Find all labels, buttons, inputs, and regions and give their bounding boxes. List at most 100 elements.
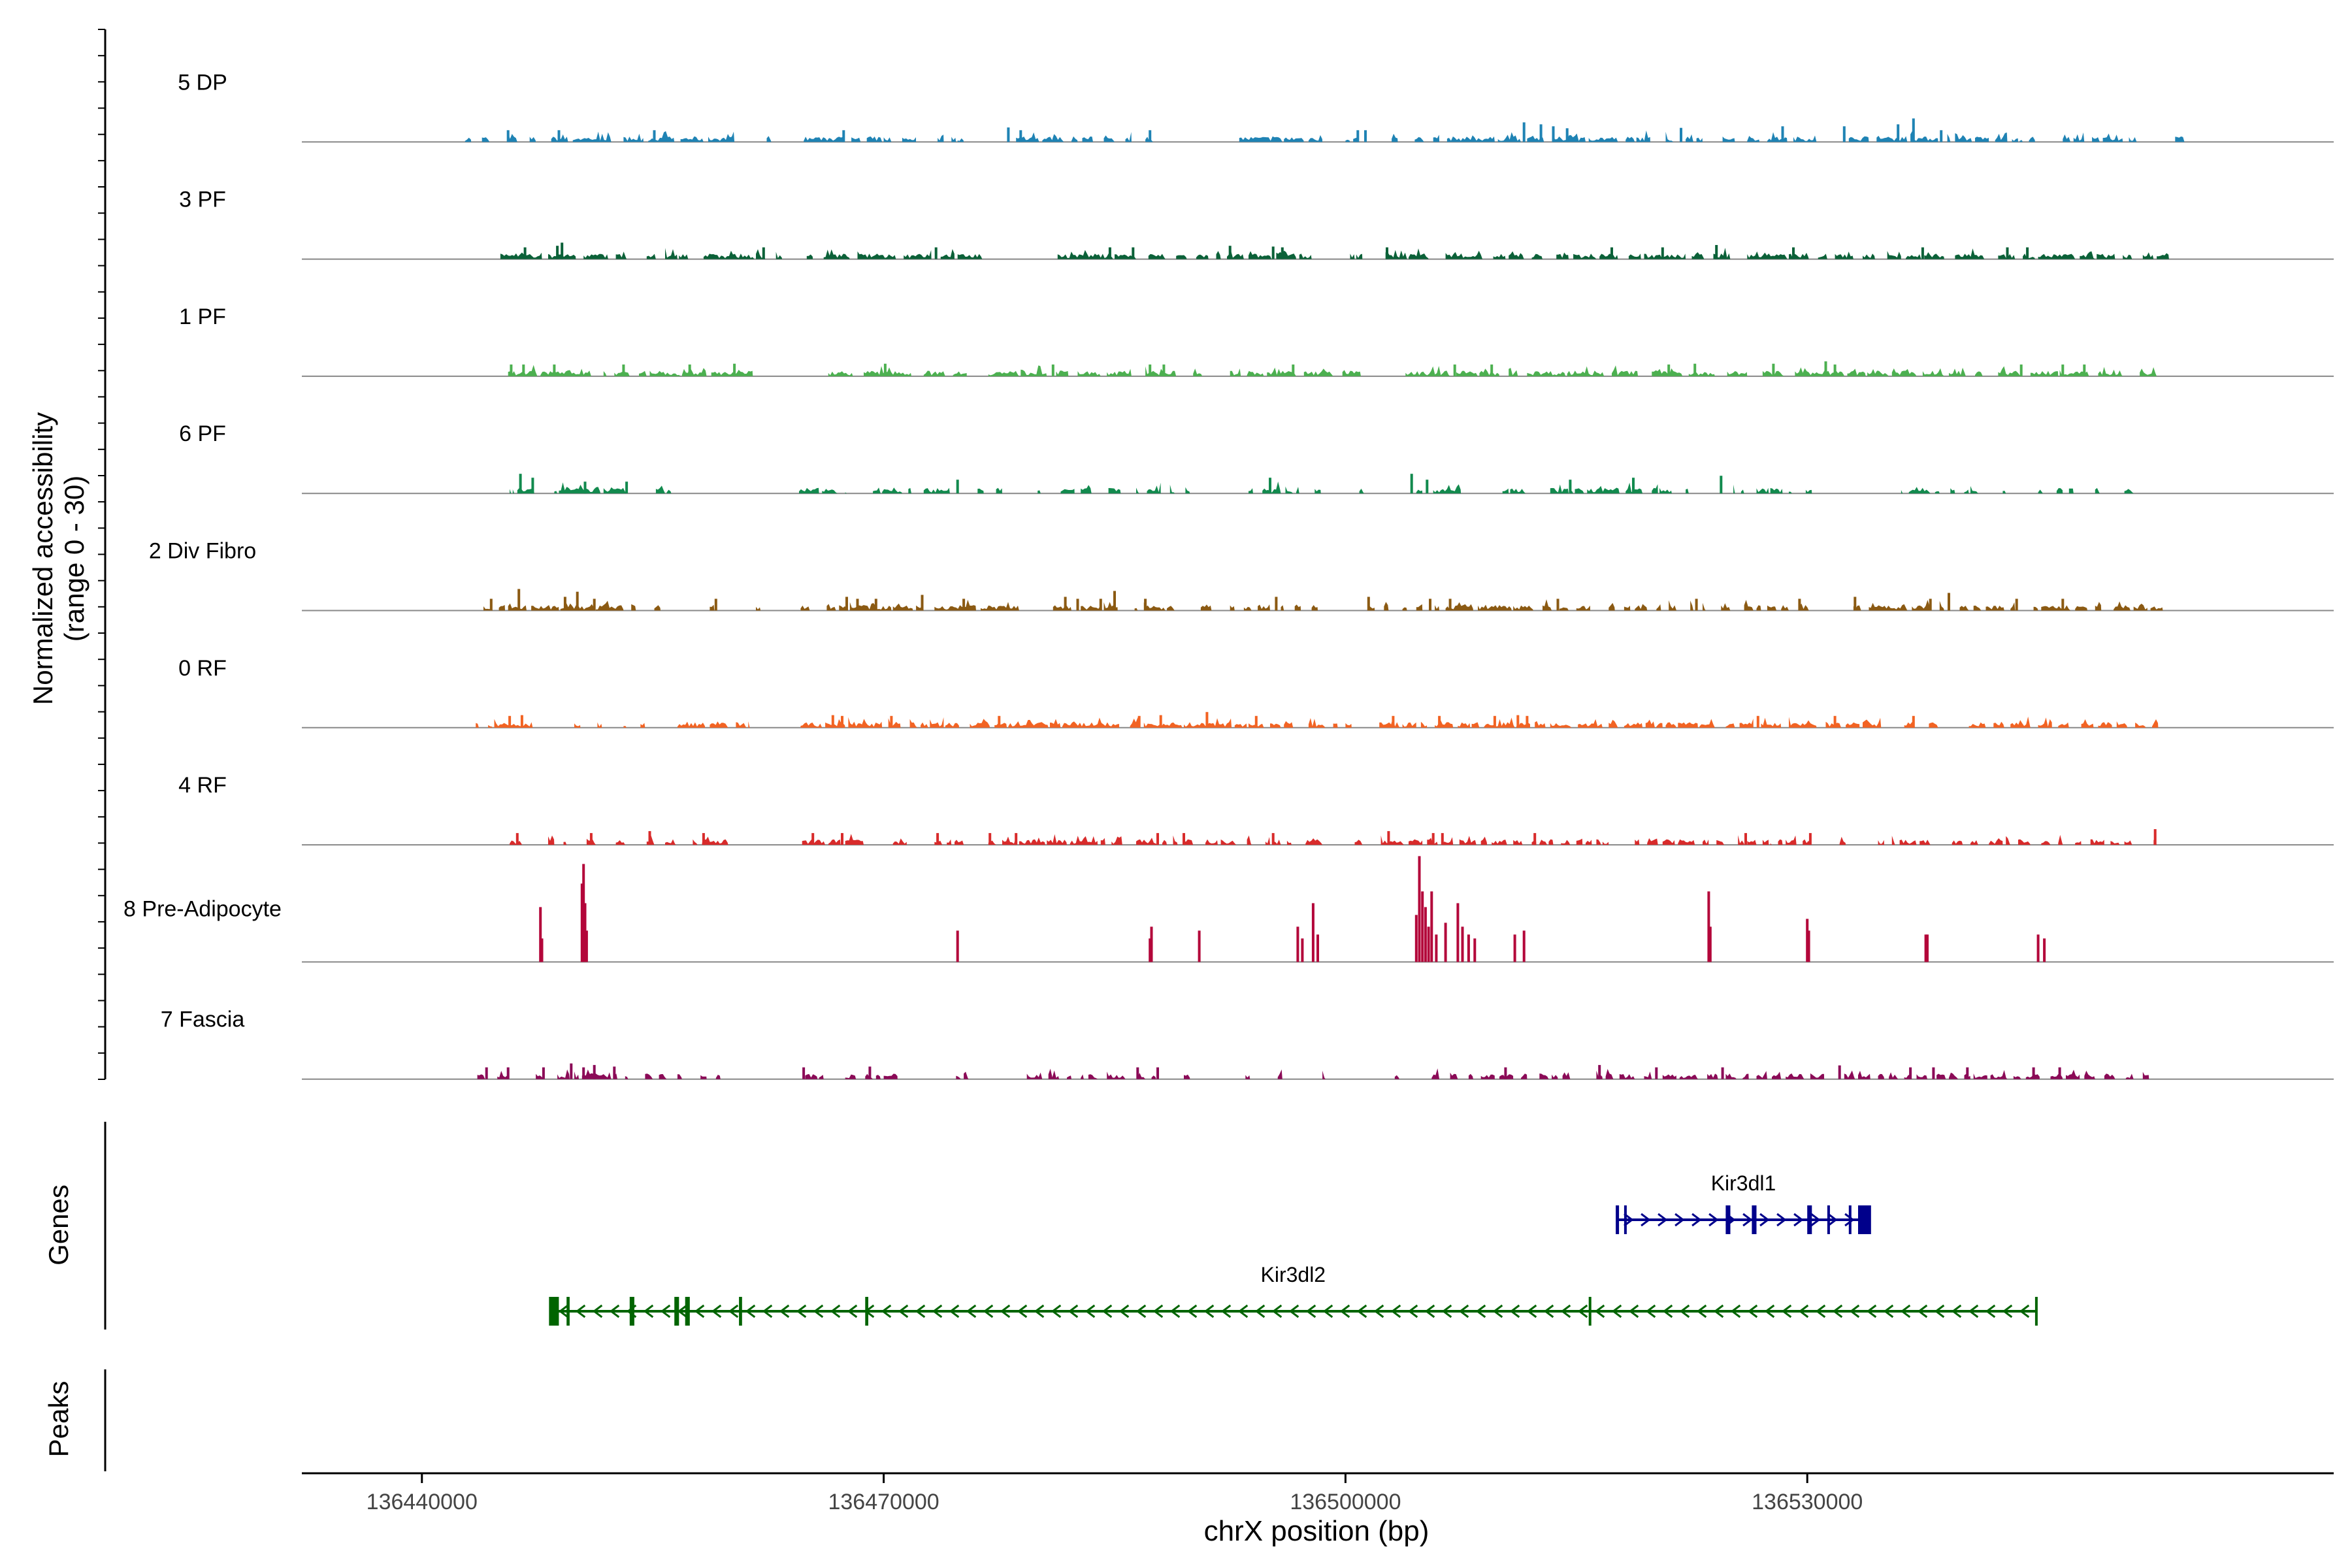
coverage-peak bbox=[2026, 247, 2029, 259]
coverage-peak bbox=[625, 482, 629, 494]
coverage-segment bbox=[1936, 1073, 1946, 1079]
strand-chevron bbox=[1509, 1304, 1520, 1318]
coverage-segment bbox=[883, 1073, 898, 1079]
coverage-segment bbox=[1891, 368, 1917, 376]
coverage-peak bbox=[1513, 934, 1516, 962]
coverage-peak bbox=[2061, 598, 2065, 611]
coverage-peak bbox=[1932, 1067, 1935, 1079]
coverage-segment bbox=[1056, 370, 1069, 376]
coverage-peak bbox=[2043, 938, 2046, 962]
coverage-peak bbox=[1707, 891, 1710, 962]
coverage-segment bbox=[736, 722, 747, 728]
coverage-segment bbox=[1435, 605, 1440, 611]
coverage-peak bbox=[1533, 833, 1537, 845]
coverage-segment bbox=[1143, 722, 1183, 728]
coverage-segment bbox=[1878, 1073, 1884, 1079]
coverage-peak bbox=[1271, 833, 1275, 845]
coverage-peak bbox=[1205, 711, 1209, 728]
coverage-segment bbox=[964, 1071, 969, 1079]
x-axis-title: chrX position (bp) bbox=[1204, 1515, 1429, 1547]
strand-chevron bbox=[2019, 1304, 2030, 1318]
coverage-segment bbox=[1286, 840, 1292, 845]
coverage-segment bbox=[1973, 605, 1982, 611]
coverage-peak bbox=[956, 480, 959, 494]
coverage-peak bbox=[1198, 930, 1201, 962]
coverage-segment bbox=[1057, 250, 1113, 259]
strand-chevron bbox=[1475, 1304, 1486, 1318]
coverage-segment bbox=[1539, 1073, 1549, 1079]
coverage-segment bbox=[1844, 1070, 1855, 1079]
coverage-segment bbox=[1125, 132, 1132, 142]
coverage-segment bbox=[680, 136, 704, 142]
strand-chevron bbox=[1152, 1304, 1164, 1318]
coverage-segment bbox=[845, 1074, 857, 1079]
coverage-segment bbox=[1230, 605, 1235, 611]
coverage-peak bbox=[1798, 598, 1801, 611]
coverage-peak bbox=[1430, 891, 1433, 962]
coverage-peak bbox=[1632, 478, 1635, 494]
coverage-segment bbox=[1384, 602, 1389, 611]
coverage-segment bbox=[1619, 1074, 1635, 1079]
coverage-segment bbox=[1561, 840, 1571, 845]
coverage-segment bbox=[1247, 370, 1264, 376]
coverage-peak bbox=[1441, 833, 1444, 845]
coverage-segment bbox=[1108, 488, 1121, 494]
coverage-segment bbox=[1970, 840, 1978, 845]
coverage-peak bbox=[1275, 596, 1278, 611]
coverage-peak bbox=[934, 247, 938, 259]
coverage-segment bbox=[648, 131, 675, 142]
coverage-segment bbox=[1624, 722, 1643, 728]
coverage-segment bbox=[1458, 722, 1471, 728]
coverage-peak bbox=[593, 1065, 596, 1079]
coverage-segment bbox=[649, 370, 681, 376]
coverage-segment bbox=[681, 367, 707, 376]
coverage-segment bbox=[908, 487, 911, 494]
coverage-peak bbox=[1149, 364, 1152, 376]
coverage-segment bbox=[1315, 489, 1321, 494]
coverage-segment bbox=[1258, 604, 1270, 611]
coverage-segment bbox=[1786, 1073, 1805, 1079]
track-label: 8 Pre-Adipocyte bbox=[123, 896, 282, 921]
coverage-segment bbox=[1740, 489, 1744, 494]
coverage-segment bbox=[1767, 605, 1777, 611]
coverage-segment bbox=[1402, 722, 1416, 728]
coverage-peak bbox=[841, 715, 843, 728]
coverage-peak bbox=[1522, 122, 1526, 142]
coverage-peak bbox=[988, 833, 992, 845]
coverage-segment bbox=[804, 137, 844, 142]
coverage-segment bbox=[665, 248, 678, 259]
coverage-segment bbox=[1305, 838, 1323, 845]
coverage-segment bbox=[1527, 371, 1566, 376]
coverage-segment bbox=[2125, 1073, 2134, 1079]
strand-chevron bbox=[1594, 1304, 1605, 1318]
coverage-segment bbox=[623, 133, 644, 142]
coverage-peak bbox=[714, 598, 717, 611]
coverage-segment bbox=[1026, 1072, 1043, 1079]
coverage-segment bbox=[708, 131, 735, 142]
coverage-segment bbox=[1239, 136, 1282, 142]
coverage-peak bbox=[1149, 130, 1152, 142]
coverage-segment bbox=[1414, 137, 1424, 142]
coverage-segment bbox=[2038, 489, 2043, 494]
coverage-segment bbox=[1446, 135, 1495, 142]
coverage-segment bbox=[1535, 721, 1546, 728]
coverage-segment bbox=[1635, 604, 1648, 611]
coverage-peak bbox=[506, 130, 510, 142]
coverage-peak bbox=[1708, 926, 1712, 962]
coverage-segment bbox=[2013, 1075, 2021, 1079]
strand-chevron bbox=[1815, 1304, 1826, 1318]
strand-chevron bbox=[1356, 1304, 1367, 1318]
coverage-segment bbox=[1562, 1072, 1571, 1079]
coverage-peak bbox=[520, 715, 523, 728]
coverage-segment bbox=[1205, 839, 1218, 845]
coverage-segment bbox=[1081, 485, 1092, 494]
coverage-segment bbox=[1770, 843, 1772, 845]
coverage-segment bbox=[1733, 484, 1735, 494]
coverage-peak bbox=[1833, 715, 1837, 728]
coverage-peak bbox=[1183, 833, 1185, 845]
coverage-peak bbox=[1721, 1067, 1724, 1079]
coverage-segment bbox=[1901, 490, 1903, 494]
exon bbox=[1752, 1205, 1757, 1234]
coverage-segment bbox=[1878, 840, 1884, 845]
coverage-segment bbox=[883, 137, 892, 142]
